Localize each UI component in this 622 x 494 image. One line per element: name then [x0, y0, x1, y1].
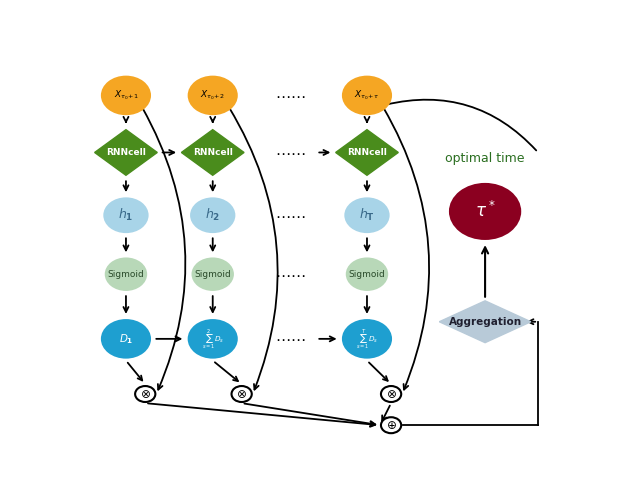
Circle shape [101, 319, 151, 359]
Text: $\sum_{s=1}^{T}D_s$: $\sum_{s=1}^{T}D_s$ [356, 327, 378, 351]
Circle shape [231, 386, 252, 402]
Circle shape [345, 198, 389, 233]
Text: $\boldsymbol{\mathit{X}}_{\tau_0\!+\!2}$: $\boldsymbol{\mathit{X}}_{\tau_0\!+\!2}$ [200, 88, 225, 102]
Circle shape [103, 198, 149, 233]
Text: $\otimes$: $\otimes$ [236, 387, 247, 401]
Text: $\cdots\cdots$: $\cdots\cdots$ [274, 267, 305, 282]
Text: $h_{\mathbf{1}}$: $h_{\mathbf{1}}$ [118, 207, 134, 223]
Circle shape [104, 257, 147, 291]
Circle shape [188, 319, 238, 359]
Text: $h_{\mathbf{2}}$: $h_{\mathbf{2}}$ [205, 207, 220, 223]
Text: $h_{\mathbf{T}}$: $h_{\mathbf{T}}$ [359, 207, 375, 223]
Text: Sigmoid: Sigmoid [108, 270, 144, 279]
Text: $\cdots\cdots$: $\cdots\cdots$ [274, 208, 305, 223]
Circle shape [188, 76, 238, 115]
Text: $\otimes$: $\otimes$ [386, 387, 396, 401]
Text: $\sum_{s=1}^{2}D_s$: $\sum_{s=1}^{2}D_s$ [202, 327, 224, 351]
Text: Aggregation: Aggregation [448, 317, 522, 327]
Circle shape [192, 257, 234, 291]
Text: $\oplus$: $\oplus$ [386, 419, 396, 432]
Text: $\boldsymbol{\mathit{X}}_{\tau_0\!+\!1}$: $\boldsymbol{\mathit{X}}_{\tau_0\!+\!1}$ [114, 88, 138, 102]
Text: RNNcell: RNNcell [193, 148, 233, 157]
Text: RNNcell: RNNcell [106, 148, 146, 157]
Circle shape [342, 76, 392, 115]
Text: Sigmoid: Sigmoid [348, 270, 386, 279]
Text: $\otimes$: $\otimes$ [140, 387, 151, 401]
Circle shape [346, 257, 388, 291]
Text: $\tau^*$: $\tau^*$ [475, 202, 495, 221]
Circle shape [101, 76, 151, 115]
Circle shape [190, 198, 235, 233]
Polygon shape [439, 301, 531, 343]
Circle shape [342, 319, 392, 359]
Text: $\cdots\cdots$: $\cdots\cdots$ [274, 88, 305, 103]
Text: RNNcell: RNNcell [347, 148, 387, 157]
Circle shape [381, 386, 401, 402]
Text: Sigmoid: Sigmoid [194, 270, 231, 279]
Polygon shape [95, 129, 157, 175]
Polygon shape [336, 129, 398, 175]
Circle shape [449, 183, 521, 240]
Circle shape [135, 386, 156, 402]
Text: $\boldsymbol{\mathit{X}}_{\tau_0\!+\!\tau}$: $\boldsymbol{\mathit{X}}_{\tau_0\!+\!\ta… [355, 88, 379, 102]
Text: optimal time: optimal time [445, 152, 525, 165]
Circle shape [381, 417, 401, 433]
Text: $\cdots\cdots$: $\cdots\cdots$ [274, 331, 305, 346]
Text: $D_{\mathbf{1}}$: $D_{\mathbf{1}}$ [119, 332, 133, 346]
Polygon shape [182, 129, 244, 175]
Text: $\cdots\cdots$: $\cdots\cdots$ [274, 145, 305, 160]
